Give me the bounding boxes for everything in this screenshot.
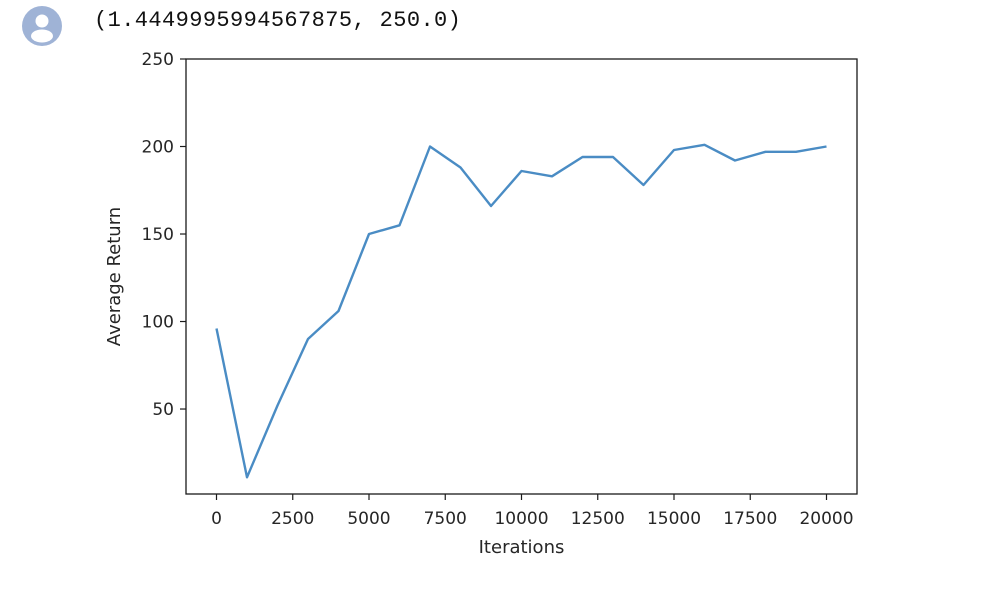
user-avatar-icon	[22, 6, 62, 46]
series-line-0	[215, 143, 827, 479]
y-tick-label: 150	[142, 225, 174, 245]
x-tick-label: 17500	[723, 509, 777, 529]
x-tick-label: 2500	[271, 509, 314, 529]
x-tick-label: 7500	[424, 509, 467, 529]
y-tick-label: 100	[142, 313, 174, 333]
x-tick-label: 20000	[799, 509, 853, 529]
plot-frame	[185, 58, 858, 495]
x-tick-label: 10000	[494, 509, 548, 529]
y-tick-label: 200	[142, 138, 174, 158]
x-tick-label: 5000	[347, 509, 390, 529]
y-tick-label: 250	[142, 50, 174, 70]
x-tick-label: 0	[211, 509, 222, 529]
y-tick-label: 50	[152, 400, 174, 420]
x-axis-label: Iterations	[479, 537, 565, 558]
cell-output-text: (1.4449995994567875, 250.0)	[94, 8, 462, 33]
x-tick-label: 12500	[571, 509, 625, 529]
x-tick-label: 15000	[647, 509, 701, 529]
y-axis-label: Average Return	[104, 207, 125, 346]
